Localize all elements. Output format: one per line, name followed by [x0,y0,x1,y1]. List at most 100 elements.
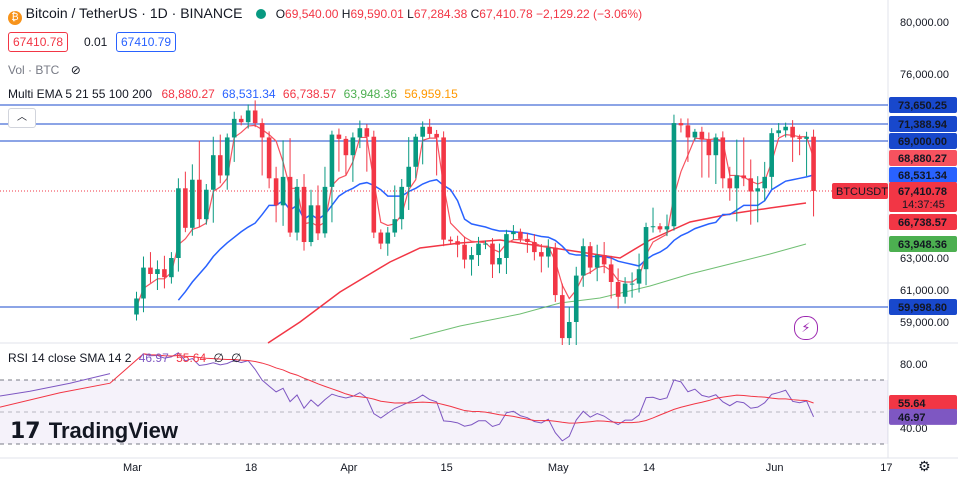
ema-tag-ema5-bg [889,150,957,166]
candle-body [266,137,272,179]
candle-body [671,123,677,227]
ema5-value: 68,880.27 [161,87,215,101]
symbol-tag: BTCUSDT [836,186,888,198]
ema100-value: 63,948.36 [343,87,398,101]
volume-legend: Vol · BTC ⊘ [8,63,81,77]
candle-body [804,136,809,139]
logo-text: TradingView [48,418,178,443]
time-tick-label: 17 [880,462,892,474]
buy-price-button[interactable]: 67410.79 [116,32,177,52]
candle-body [238,118,244,123]
time-tick-label: Apr [340,462,357,474]
candle-body [546,247,551,257]
candle-body [762,176,767,189]
sell-price-button[interactable]: 67410.78 [8,32,69,52]
candle-body [678,123,684,126]
candle-body [573,275,579,322]
time-tick-label: Jun [766,462,784,474]
candle-body [657,226,663,230]
rsi-ma-tag-bg [889,394,957,411]
candle-body [273,178,279,206]
candle-body [734,175,740,189]
candle-body [629,283,635,285]
tradingview-logo: 𝟭𝟳 TradingView [10,418,178,444]
ema-tag-ema21: 68,531.34 [898,170,948,182]
rsi-na-value-2: ∅ [231,351,242,365]
candle-body [399,186,405,220]
candle-body [329,134,335,187]
rsi-value-tag-bg [889,408,957,425]
candle-body [134,298,139,315]
candle-body [287,176,293,233]
candle-body [769,133,774,177]
candle-body [350,137,356,156]
collapse-legend-button[interactable]: ︿ [8,108,36,128]
market-status-icon [256,9,267,19]
settings-gear-icon[interactable]: ⚙ [918,458,931,474]
lightning-alert-icon[interactable]: ⚡ [794,316,818,340]
spread-value: 0.01 [84,35,108,49]
ema-label[interactable]: Multi EMA 5 21 55 100 200 [8,87,153,101]
candle-body [217,155,223,176]
rsi-tick-label: 40.00 [900,423,928,435]
candle-body [783,126,788,131]
rsi-ma-line [0,353,814,424]
time-tick-label: 15 [440,462,452,474]
candle-body [190,179,195,228]
hline-tag-0-bg [889,97,957,113]
candle-body [364,128,370,137]
candle-body [413,136,418,167]
candle-body [566,322,572,339]
candle-body [727,178,733,189]
candle-body [155,269,160,274]
ema21-value: 68,531.34 [222,87,276,101]
candle-body [148,267,153,274]
ema-legend: Multi EMA 5 21 55 100 200 68,880.27 68,5… [8,87,458,101]
hline-tag-3: 59,998.80 [898,302,947,314]
price-tick-label: 76,000.00 [900,69,949,81]
time-tick-label: May [548,462,569,474]
candle-body [455,241,460,245]
candle-body [608,264,614,282]
symbol-title[interactable]: Bitcoin / TetherUS · 1D · BINANCE [25,5,243,21]
candle-body [504,234,509,258]
candle-body [741,175,747,179]
candle-body [280,176,286,206]
ema55-value: 66,738.57 [282,87,337,101]
price-tick-label: 63,000.00 [900,253,949,265]
symbol-header: ₿ Bitcoin / TetherUS · 1D · BINANCE O69,… [8,5,642,25]
candle-body [462,244,467,260]
countdown-tag: 14:37:45 [902,199,945,211]
open-value: 69,540.00 [285,7,339,21]
candle-body [643,227,649,270]
hline-tag-2-bg [889,133,957,149]
low-value: 67,284.38 [413,7,468,21]
rsi-label[interactable]: RSI 14 close SMA 14 2 [8,351,132,365]
candle-body [210,155,216,190]
candle-body [601,255,607,265]
symbol-logo-icon: ₿ [8,11,22,25]
candle-body [252,110,258,124]
candle-body [204,189,209,220]
last-price-tag-bg [889,182,957,212]
rsi-na-value-1: ∅ [213,351,224,365]
candle-body [713,137,719,156]
candle-body [385,232,391,244]
candle-body [141,267,146,299]
candle-body [511,231,516,235]
candle-body [294,186,300,233]
hline-tag-3-bg [889,299,957,315]
candle-body [553,247,558,296]
candle-body [748,178,754,192]
candle-body [622,283,628,297]
candle-body [183,188,188,228]
eye-off-icon[interactable]: ⊘ [70,63,81,77]
last-price-tag: 67,410.78 [898,186,947,198]
candle-body [224,137,230,176]
ema-tag-ema5: 68,880.27 [898,153,947,165]
candle-body [162,269,167,278]
rsi-legend: RSI 14 close SMA 14 2 46.97 55.64 ∅ ∅ [8,351,242,365]
candle-body [343,138,349,156]
candle-body [476,243,481,256]
